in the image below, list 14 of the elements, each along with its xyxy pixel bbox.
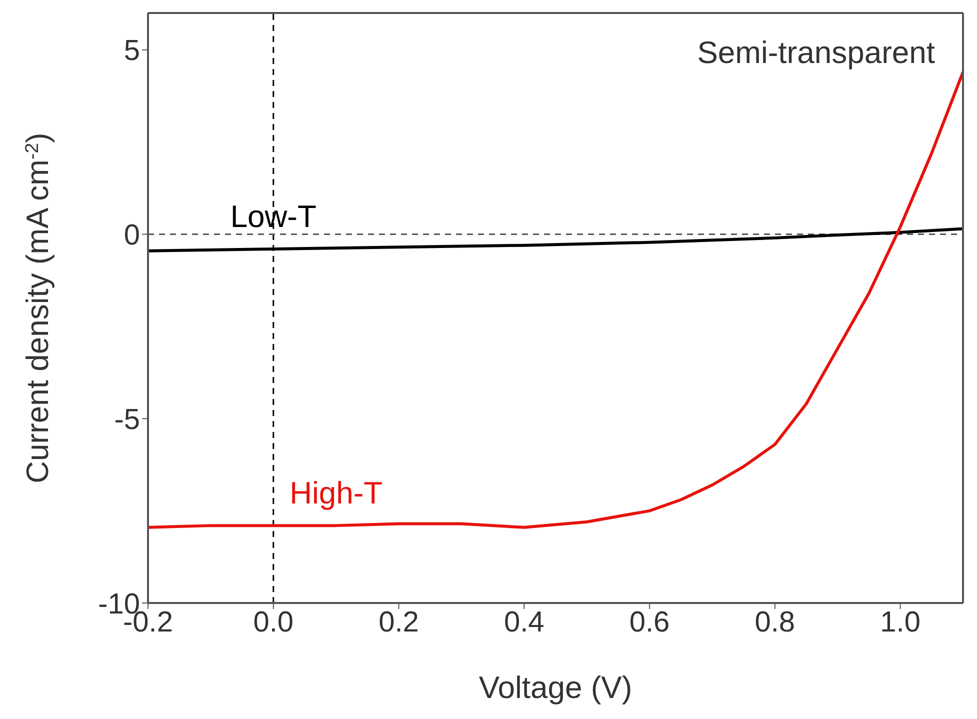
annotation: Semi-transparent — [697, 35, 936, 70]
x-tick-label: 0.2 — [378, 606, 419, 639]
y-tick-label: -5 — [114, 404, 140, 436]
line-series — [148, 70, 963, 529]
x-tick-label: 0.4 — [504, 606, 544, 639]
series-label: Low-T — [230, 199, 317, 234]
x-axis-title: Voltage (V) — [478, 670, 632, 705]
x-tick-label: 0.6 — [629, 606, 670, 639]
x-tick-label: 1.0 — [880, 606, 920, 639]
series-label: High-T — [290, 476, 383, 511]
y-tick-label: 5 — [124, 35, 140, 68]
y-tick-label: 0 — [124, 220, 140, 252]
x-tick-label: 0.8 — [754, 606, 796, 639]
x-tick-label: 0.0 — [253, 606, 294, 639]
